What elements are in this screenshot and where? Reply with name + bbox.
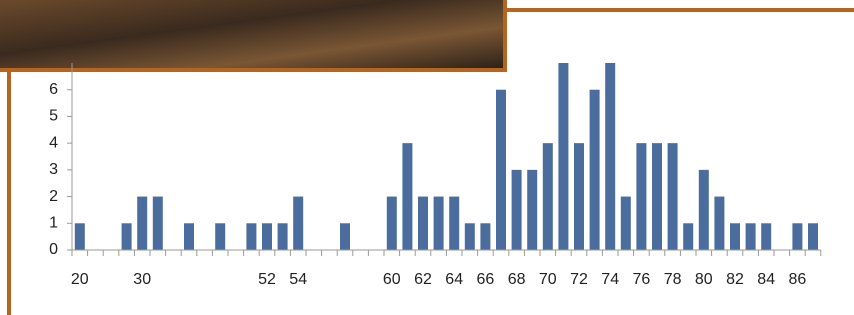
bar xyxy=(652,143,662,250)
bar xyxy=(340,223,350,250)
bar xyxy=(402,143,412,250)
chart: 0 1 2 3 4 5 6 20 30 52 54 60 62 64 66 68 70 72 74 76 78 80 82 8… xyxy=(49,63,821,288)
bar xyxy=(387,197,397,250)
x-tick-label: 76 xyxy=(633,271,651,288)
x-tick-label: 72 xyxy=(570,271,588,288)
bar xyxy=(418,197,428,250)
x-tick-label: 60 xyxy=(383,271,401,288)
x-tick-label: 70 xyxy=(539,271,557,288)
bar xyxy=(605,63,615,250)
y-tick-label: 1 xyxy=(49,215,58,232)
bar xyxy=(262,223,272,250)
bar xyxy=(246,223,256,250)
slide: 0 1 2 3 4 5 6 20 30 52 54 60 62 64 66 68 70 72 74 76 78 80 82 8… xyxy=(0,0,854,315)
bar xyxy=(808,223,818,250)
x-tick-label: 64 xyxy=(445,271,463,288)
y-tick-label: 0 xyxy=(49,241,58,258)
x-tick-label: 86 xyxy=(789,271,807,288)
bar xyxy=(184,223,194,250)
bar xyxy=(683,223,693,250)
bar xyxy=(730,223,740,250)
y-tick-label: 6 xyxy=(49,81,58,98)
bar xyxy=(137,197,147,250)
bar xyxy=(278,223,288,250)
x-tick-label: 78 xyxy=(664,271,682,288)
bar xyxy=(574,143,584,250)
bar xyxy=(215,223,225,250)
bar xyxy=(293,197,303,250)
bar xyxy=(527,170,537,250)
bar xyxy=(746,223,756,250)
x-tick-label: 80 xyxy=(695,271,713,288)
bar xyxy=(714,197,724,250)
y-tick-label: 3 xyxy=(49,161,58,178)
x-tick-label: 74 xyxy=(601,271,619,288)
x-tick-label: 62 xyxy=(414,271,432,288)
page: {"chart_data": {"type": "bar", "categori… xyxy=(0,0,854,315)
bar xyxy=(512,170,522,250)
bar xyxy=(153,197,163,250)
y-tick-label: 4 xyxy=(49,134,58,151)
bar xyxy=(590,90,600,250)
bar xyxy=(621,197,631,250)
bar xyxy=(792,223,802,250)
bar xyxy=(543,143,553,250)
bar xyxy=(122,223,132,250)
bar xyxy=(434,197,444,250)
bar xyxy=(668,143,678,250)
x-tick-label: 82 xyxy=(726,271,744,288)
y-tick-label: 2 xyxy=(49,188,58,205)
x-tick-label: 52 xyxy=(258,271,276,288)
bar xyxy=(465,223,475,250)
x-tick-label: 30 xyxy=(133,271,151,288)
x-tick-label: 68 xyxy=(508,271,526,288)
bar xyxy=(699,170,709,250)
bar xyxy=(761,223,771,250)
x-tick-label: 20 xyxy=(71,271,89,288)
bar xyxy=(449,197,459,250)
bar xyxy=(496,90,506,250)
photo xyxy=(0,0,503,68)
bar xyxy=(75,223,85,250)
x-tick-label: 66 xyxy=(477,271,495,288)
bar xyxy=(636,143,646,250)
x-tick-label: 54 xyxy=(289,271,307,288)
x-tick-label: 84 xyxy=(757,271,775,288)
bar xyxy=(558,63,568,250)
y-tick-label: 5 xyxy=(49,108,58,125)
bar xyxy=(480,223,490,250)
